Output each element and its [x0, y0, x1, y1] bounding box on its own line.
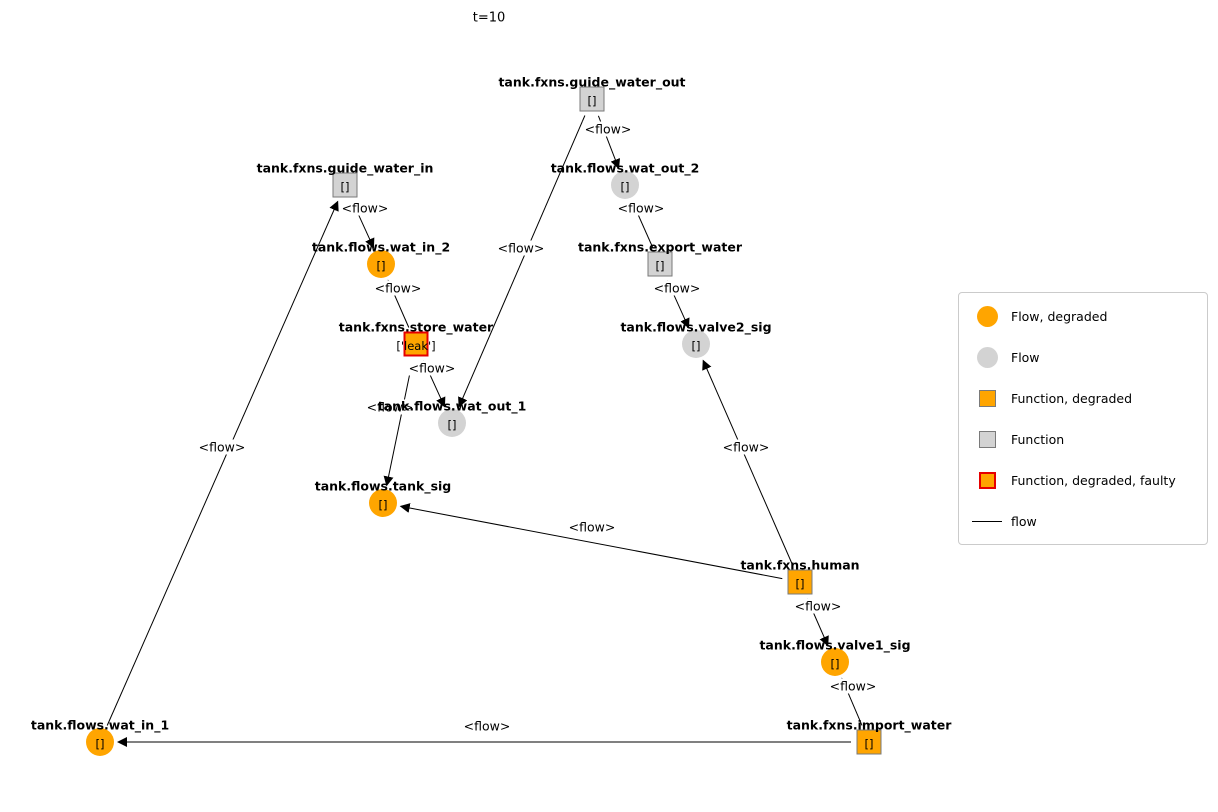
flow-degraded-icon — [369, 489, 397, 517]
node-label: tank.flows.wat_out_2 — [550, 160, 700, 176]
node-label: tank.flows.wat_out_1 — [377, 398, 527, 414]
edge-label: <flow> — [372, 280, 424, 296]
flow-edge — [399, 503, 783, 580]
flow-icon — [682, 330, 710, 358]
edge-label: <flow> — [792, 598, 844, 614]
flow-degraded-icon — [367, 250, 395, 278]
flow-swatch-icon — [976, 346, 998, 368]
node-state-label: [] — [587, 94, 597, 108]
figure-title: t=10 — [472, 10, 506, 26]
function-degraded-swatch-icon — [978, 389, 996, 407]
node-label: tank.flows.wat_in_2 — [311, 239, 451, 255]
node-label: tank.fxns.store_water — [338, 319, 494, 335]
node-state-label: [] — [95, 737, 105, 751]
legend-label: Flow, degraded — [1011, 308, 1108, 324]
flow-edge — [458, 115, 586, 408]
node-label: tank.fxns.export_water — [577, 239, 743, 255]
edge-label: <flow> — [566, 519, 618, 535]
node-label: tank.fxns.human — [740, 557, 860, 573]
node-state-label: [] — [830, 657, 840, 671]
legend-item-function: Function — [971, 427, 1195, 451]
flow-edge — [383, 361, 413, 487]
node-state-label: [] — [620, 180, 630, 194]
node-label: tank.flows.tank_sig — [314, 478, 452, 494]
flow-edge — [106, 200, 339, 726]
node-state-label: [] — [376, 259, 386, 273]
node-label: tank.fxns.guide_water_out — [498, 74, 686, 90]
legend: Flow, degraded Flow Function, degraded F… — [958, 292, 1208, 545]
legend-label: flow — [1011, 513, 1037, 529]
legend-label: Flow — [1011, 349, 1040, 365]
edge-label: <flow> — [364, 399, 416, 415]
node-state-label: [] — [864, 737, 874, 751]
legend-item-flow-edge: flow — [971, 509, 1195, 533]
function-faulty-swatch-icon — [978, 471, 996, 489]
edge-label: <flow> — [615, 200, 667, 216]
edge-label: <flow> — [651, 280, 703, 296]
legend-label: Function — [1011, 431, 1065, 447]
node-state-label: [] — [691, 339, 701, 353]
legend-swatch-box — [971, 389, 1003, 407]
legend-item-function-degraded-faulty: Function, degraded, faulty — [971, 468, 1195, 492]
function-faulty-icon — [403, 331, 429, 357]
edge-label: <flow> — [495, 240, 547, 256]
flow-icon — [611, 171, 639, 199]
node-label: tank.fxns.import_water — [786, 717, 952, 733]
node-label: tank.flows.valve1_sig — [759, 637, 911, 653]
node-state-label: [] — [447, 418, 457, 432]
flow-degraded-icon — [821, 648, 849, 676]
flow-line-swatch-icon — [972, 520, 1002, 522]
function-icon — [579, 86, 605, 112]
legend-swatch-box — [971, 520, 1003, 522]
edge-label: <flow> — [720, 439, 772, 455]
legend-label: Function, degraded, faulty — [1011, 472, 1176, 488]
function-swatch-icon — [978, 430, 996, 448]
function-icon — [332, 172, 358, 198]
node-fault-label: ['leak'] — [396, 339, 436, 353]
legend-swatch-box — [971, 471, 1003, 489]
node-label: tank.fxns.guide_water_in — [256, 160, 434, 176]
edge-label: <flow> — [339, 200, 391, 216]
legend-swatch-box — [971, 305, 1003, 327]
node-state-label: [] — [340, 180, 350, 194]
function-degraded-icon — [856, 729, 882, 755]
legend-item-flow: Flow — [971, 345, 1195, 369]
edge-label: <flow> — [196, 439, 248, 455]
node-label: tank.flows.valve2_sig — [620, 319, 772, 335]
legend-label: Function, degraded — [1011, 390, 1133, 406]
edge-label: <flow> — [461, 718, 513, 734]
flow-icon — [438, 409, 466, 437]
node-state-label: [] — [795, 577, 805, 591]
node-state-label: [] — [378, 498, 388, 512]
legend-swatch-box — [971, 430, 1003, 448]
legend-swatch-box — [971, 346, 1003, 368]
flow-degraded-icon — [86, 728, 114, 756]
flow-degraded-swatch-icon — [976, 305, 998, 327]
legend-item-flow-degraded: Flow, degraded — [971, 304, 1195, 328]
flow-edge — [702, 359, 794, 566]
node-state-label: [] — [655, 259, 665, 273]
function-icon — [647, 251, 673, 277]
edge-label: <flow> — [406, 360, 458, 376]
legend-item-function-degraded: Function, degraded — [971, 386, 1195, 410]
function-degraded-icon — [787, 569, 813, 595]
edge-label: <flow> — [582, 121, 634, 137]
node-label: tank.flows.wat_in_1 — [30, 717, 170, 733]
edge-label: <flow> — [827, 678, 879, 694]
